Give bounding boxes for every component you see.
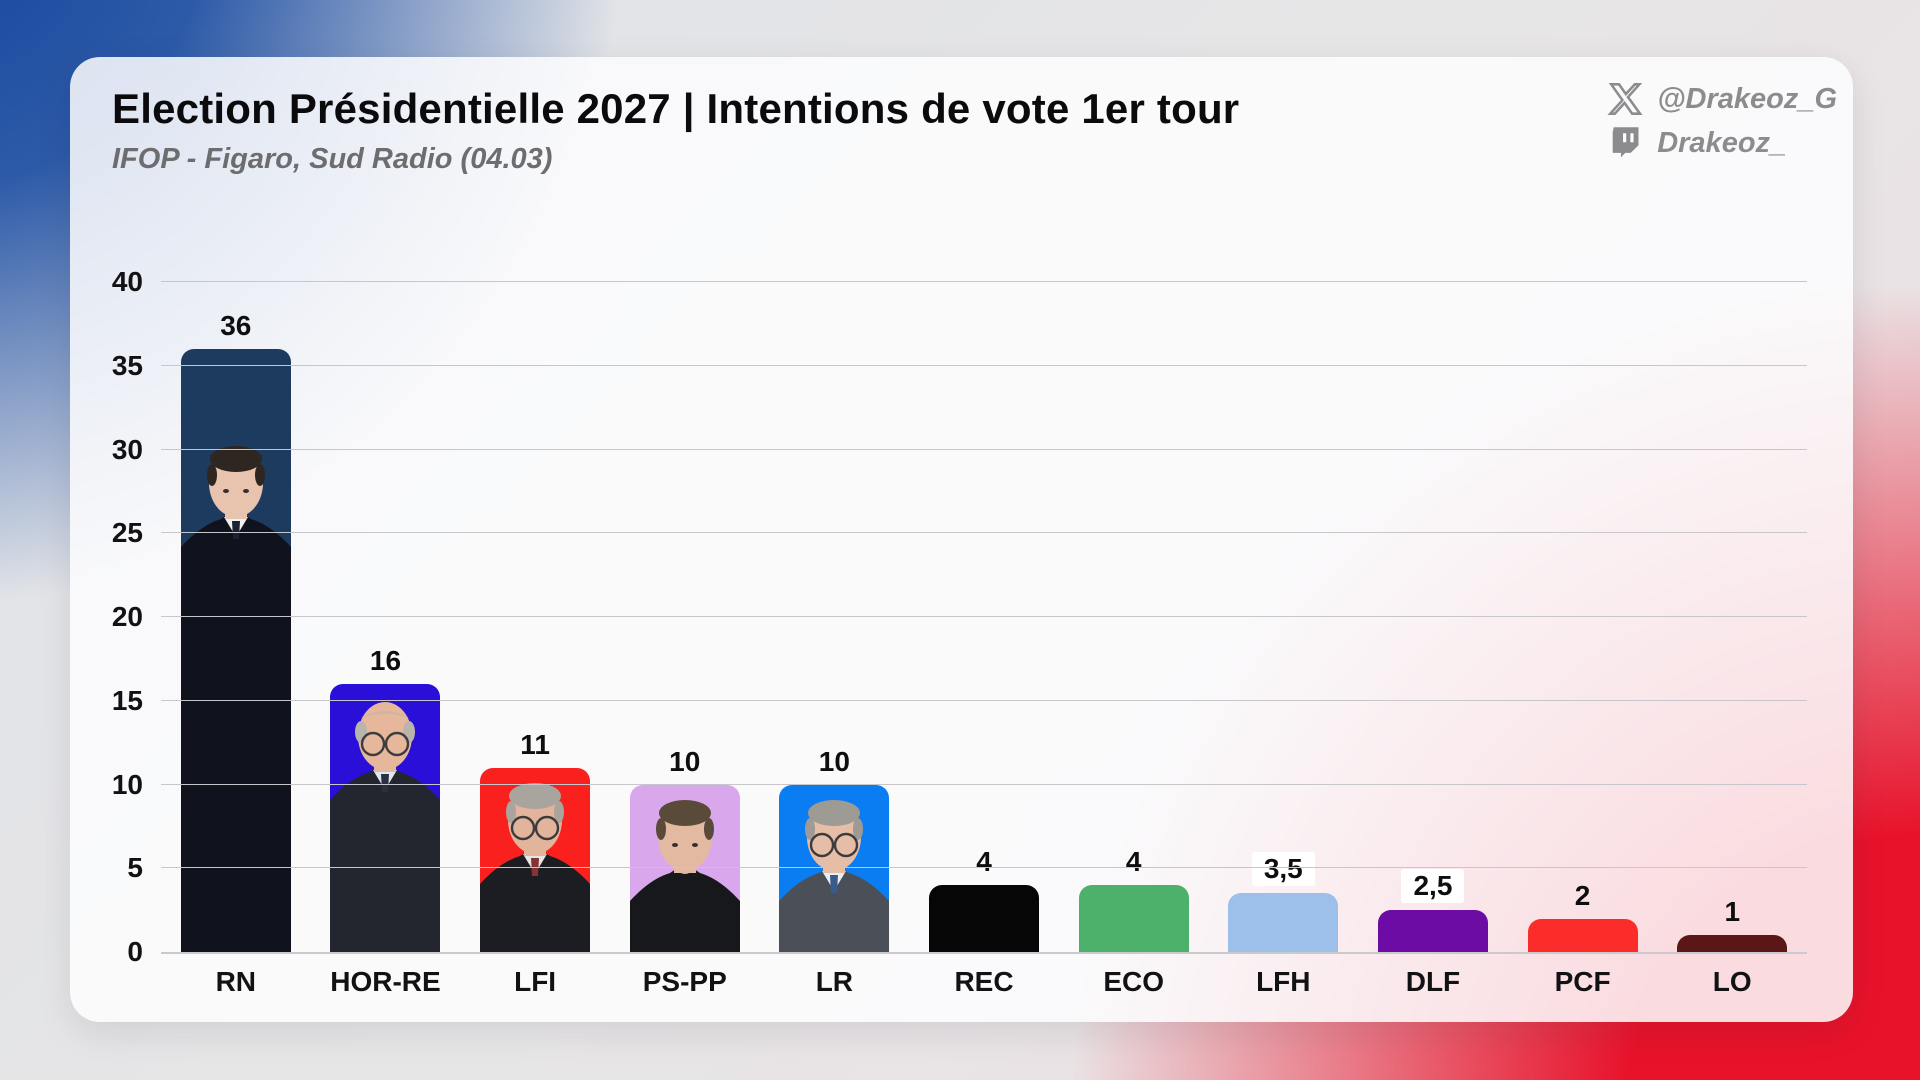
y-tick-label: 35 [111, 349, 143, 381]
candidate-portrait [480, 782, 591, 952]
bar-rec [929, 885, 1040, 952]
bar-value-label: 11 [520, 728, 550, 760]
bar-eco [1078, 885, 1189, 952]
bar-lo [1677, 935, 1788, 952]
gridline [161, 364, 1807, 366]
bar-dlf [1377, 910, 1488, 952]
plot-area: 36 RN 16 HOR-RE 11 LFI 10 PS-PP 10 LR 4 REC 4 EC… [112, 266, 1807, 997]
candidate-portrait [629, 799, 740, 952]
twitch-logo-icon [1607, 125, 1643, 161]
bar-value-label: 3,5 [1251, 852, 1315, 887]
x-handle-row: @Drakeoz_G [1607, 81, 1837, 117]
x-axis-label-dlf: DLF [1405, 966, 1461, 997]
bar-slot-rec: 4 REC [909, 284, 1059, 997]
bar-ps-pp [629, 784, 740, 952]
bar-slot-ps-pp: 10 PS-PP [610, 284, 760, 997]
y-tick-label: 0 [127, 936, 143, 967]
bar-hor-re [330, 684, 441, 952]
bars-container: 36 RN 16 HOR-RE 11 LFI 10 PS-PP 10 LR 4 REC 4 EC… [161, 284, 1807, 997]
y-tick-label: 15 [111, 684, 143, 716]
y-tick-label: 5 [127, 852, 143, 884]
gridline [161, 616, 1807, 617]
bar-slot-dlf: 2,5 DLF [1358, 284, 1508, 997]
bar-value-label: 4 [1125, 846, 1142, 877]
bar-slot-rn: 36 RN [161, 284, 311, 997]
chart-title: Election Présidentielle 2027 | Intention… [112, 85, 1240, 132]
x-axis-label-lfh: LFH [1256, 966, 1311, 997]
bar-lfi [480, 767, 591, 952]
gridline [161, 783, 1807, 785]
bar-value-label: 2,5 [1401, 869, 1465, 904]
bar-slot-pcf: 2 PCF [1508, 284, 1658, 997]
twitch-handle-text: Drakeoz_ [1657, 126, 1787, 159]
x-axis-label-hor-re: HOR-RE [330, 966, 441, 997]
x-axis-label-rn: RN [215, 966, 257, 997]
x-axis-label-lfi: LFI [514, 966, 557, 997]
x-axis-label-eco: ECO [1103, 966, 1164, 997]
y-tick-label: 40 [111, 266, 143, 297]
y-tick-label: 30 [111, 433, 143, 465]
bar-slot-lfh: 3,5 LFH [1208, 284, 1358, 997]
social-handles: @Drakeoz_G Drakeoz_ [1607, 81, 1837, 161]
infographic-card: Election Présidentielle 2027 | Intention… [70, 57, 1853, 1022]
candidate-portrait [779, 799, 890, 952]
bar-slot-lr: 10 LR [760, 284, 910, 997]
gridline [161, 867, 1807, 869]
y-tick-label: 25 [111, 517, 143, 549]
x-axis-label-ps-pp: PS-PP [642, 966, 727, 997]
x-axis-label-lo: LO [1712, 966, 1752, 997]
x-handle-text: @Drakeoz_G [1657, 82, 1837, 115]
bar-value-label: 16 [369, 645, 402, 676]
bar-value-label: 1 [1724, 896, 1741, 928]
chart-subtitle: IFOP - Figaro, Sud Radio (04.03) [112, 143, 553, 175]
gridline [161, 448, 1807, 450]
bar-slot-eco: 4 ECO [1059, 284, 1209, 997]
bar-rn [180, 349, 291, 952]
bar-value-label: 4 [976, 846, 992, 877]
bar-slot-hor-re: 16 HOR-RE [311, 284, 461, 997]
twitch-handle-row: Drakeoz_ [1607, 125, 1837, 161]
gridline [161, 281, 1807, 282]
gridline [161, 532, 1807, 534]
header: Election Présidentielle 2027 | Intention… [112, 85, 1239, 176]
bar-value-label: 10 [818, 745, 850, 777]
bar-lr [779, 784, 890, 952]
bar-value-label: 2 [1574, 879, 1591, 911]
candidate-portrait [180, 446, 291, 952]
x-axis-label-pcf: PCF [1554, 966, 1611, 997]
bar-lfh [1228, 893, 1339, 952]
y-tick-label: 10 [111, 768, 143, 800]
x-axis-label-rec: REC [954, 966, 1014, 997]
bar-pcf [1527, 918, 1638, 952]
y-tick-label: 20 [111, 601, 143, 632]
x-logo-icon [1607, 81, 1643, 117]
x-axis-label-lr: LR [815, 966, 854, 997]
candidate-portrait [330, 702, 441, 952]
bar-value-label: 10 [669, 745, 701, 777]
bar-slot-lo: 1 LO [1657, 284, 1807, 997]
bar-value-label: 36 [220, 310, 252, 341]
bar-slot-lfi: 11 LFI [460, 284, 610, 997]
gridline [161, 699, 1807, 701]
